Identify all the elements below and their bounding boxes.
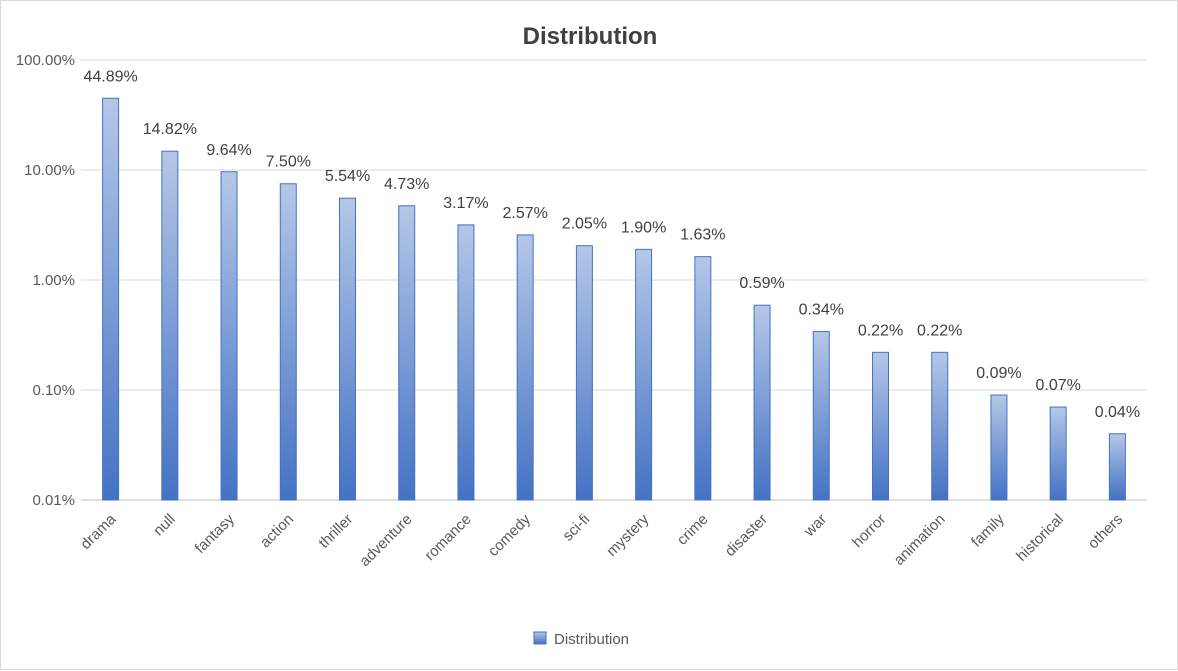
data-label: 1.63%: [680, 227, 725, 244]
category-label: war: [800, 511, 830, 541]
category-label: comedy: [485, 510, 535, 560]
legend-swatch: [533, 631, 547, 645]
bar-animation: [931, 351, 949, 501]
bar-action: [279, 183, 297, 501]
bar-comedy: [516, 234, 534, 501]
data-label: 3.17%: [443, 195, 488, 212]
bars: [102, 97, 1126, 501]
bar-horror: [872, 351, 889, 501]
bar-historical: [1049, 406, 1067, 501]
category-label: drama: [77, 510, 120, 553]
bar-thriller: [339, 197, 356, 501]
legend: Distribution: [533, 631, 629, 648]
bar-others: [1108, 433, 1126, 501]
y-tick-label: 1.00%: [32, 272, 75, 289]
y-tick-label: 0.01%: [32, 492, 75, 509]
category-label: animation: [891, 511, 949, 569]
bar-drama: [102, 97, 120, 501]
data-label: 5.54%: [325, 168, 370, 185]
category-label: fantasy: [192, 510, 239, 557]
bar-crime: [694, 256, 712, 501]
data-label: 0.22%: [917, 322, 962, 339]
category-label: historical: [1013, 511, 1067, 565]
category-label: mystery: [603, 510, 652, 559]
bar-romance: [457, 224, 475, 501]
category-label: thriller: [315, 511, 356, 552]
category-label: disaster: [722, 511, 771, 560]
data-label: 9.64%: [206, 142, 251, 159]
data-label: 2.05%: [562, 216, 607, 233]
data-label: 4.73%: [384, 176, 429, 193]
bar-family: [990, 394, 1008, 501]
data-label: 7.50%: [266, 154, 311, 171]
data-label: 0.04%: [1095, 404, 1140, 421]
bar-null: [161, 150, 179, 501]
category-label: null: [150, 511, 179, 540]
category-label: action: [257, 511, 297, 551]
chart-title: Distribution: [523, 23, 658, 50]
category-label: sci-fi: [559, 511, 593, 545]
data-label: 0.22%: [858, 322, 903, 339]
category-label: family: [968, 510, 1008, 550]
data-labels: 44.89% 14.82% 9.64% 7.50% 5.54% 4.73% 3.17% 2.5…: [83, 68, 1140, 421]
data-label: 44.89%: [83, 68, 137, 85]
category-label: romance: [421, 511, 474, 564]
bar-sci-fi: [575, 245, 593, 501]
y-tick-label: 100.00%: [16, 52, 75, 69]
category-label: adventure: [356, 511, 415, 570]
data-label: 0.34%: [799, 302, 844, 319]
y-tick-label: 10.00%: [24, 162, 75, 179]
gridlines: [81, 59, 1147, 501]
bar-adventure: [398, 205, 416, 501]
data-label: 1.90%: [621, 219, 666, 236]
data-label: 0.07%: [1035, 377, 1080, 394]
bar-mystery: [635, 248, 653, 501]
data-label: 2.57%: [502, 205, 547, 222]
bar-fantasy: [220, 171, 238, 501]
category-label: crime: [674, 511, 712, 549]
data-label: 0.09%: [976, 365, 1021, 382]
data-label: 14.82%: [143, 121, 197, 138]
x-axis-categories: drama null fantasy action thriller adventure r…: [77, 510, 1126, 570]
data-label: 0.59%: [739, 275, 784, 292]
y-tick-label: 0.10%: [32, 382, 75, 399]
category-label: others: [1085, 511, 1127, 553]
y-axis-ticks: 0.01% 0.10% 1.00% 10.00% 100.00%: [16, 52, 75, 509]
category-label: horror: [849, 511, 889, 551]
legend-label: Distribution: [554, 631, 629, 648]
bar-disaster: [753, 304, 771, 501]
bar-war: [812, 331, 830, 501]
